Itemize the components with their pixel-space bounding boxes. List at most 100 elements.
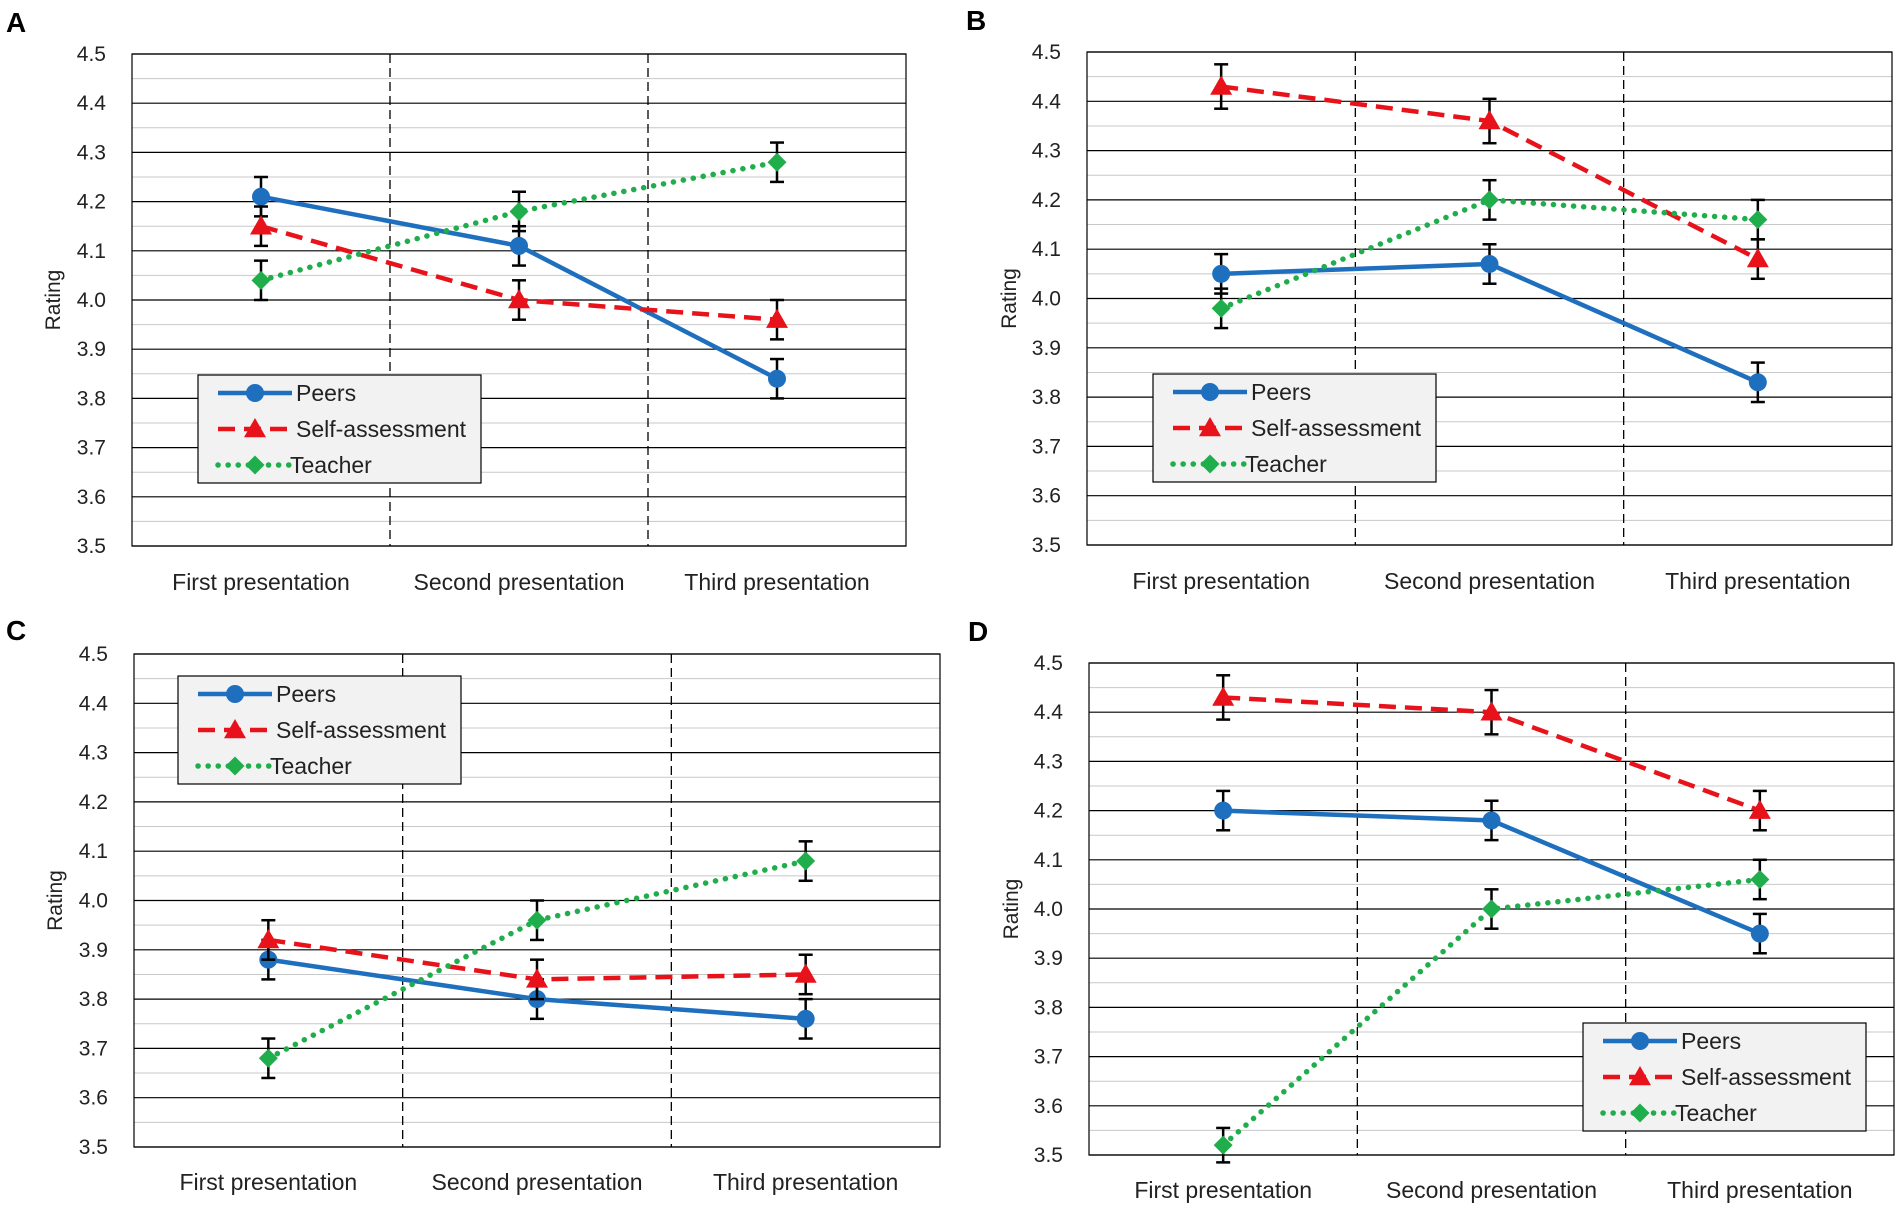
legend-label: Self-assessment [296,416,467,442]
y-tick-label: 4.2 [1034,800,1063,823]
data-point [1748,210,1768,230]
panel-letter: A [6,7,26,38]
data-point [768,369,786,388]
legend-marker [1631,1032,1649,1050]
plot-area [133,653,941,1148]
legend-item-teacher: Teacher [195,753,352,779]
y-tick-label: 3.7 [77,437,106,460]
legend-marker [246,384,264,402]
y-tick-label: 3.7 [1032,435,1061,458]
legend-marker [225,756,245,776]
x-category-label: First presentation [1132,568,1310,594]
legend-item-peers: Peers [1173,379,1311,405]
panel-letter: C [6,615,26,646]
plot-area [1088,662,1895,1156]
y-tick-label: 3.8 [1032,386,1061,409]
data-point [527,910,547,930]
y-axis-title: Rating [44,870,67,931]
legend-item-self-assessment: Self-assessment [198,717,447,743]
legend-marker [226,685,244,703]
data-point [1211,298,1231,318]
series-peers [1214,789,1769,955]
y-tick-label: 3.7 [1034,1046,1063,1069]
legend-label: Teacher [1675,1100,1757,1126]
data-point [509,201,529,221]
data-point [1212,686,1235,706]
legend-label: Teacher [1245,451,1327,477]
data-point [796,1009,815,1028]
legend-marker [224,719,246,739]
y-tick-label: 4.3 [77,141,106,164]
data-point [1750,869,1770,889]
series-teacher [1213,858,1770,1164]
data-point [526,968,548,988]
x-category-label: First presentation [179,1169,357,1195]
data-point [1482,811,1501,830]
legend-item-peers: Peers [198,681,336,707]
legend-label: Peers [296,380,356,406]
y-axis-title: Rating [1000,879,1023,940]
series-teacher [1211,178,1768,330]
x-category-label: Third presentation [684,569,869,595]
legend: Peers Self-assessment Teacher [177,675,462,785]
y-tick-label: 3.6 [79,1087,108,1110]
legend-marker [1199,417,1221,437]
legend-item-self-assessment: Self-assessment [218,416,467,442]
data-point [766,308,788,328]
data-point [1482,899,1501,919]
data-point [251,270,271,290]
y-tick-label: 4.3 [1034,750,1063,773]
y-tick-label: 3.5 [77,535,106,558]
y-tick-label: 3.9 [1032,337,1061,360]
legend-marker [1200,454,1220,474]
series-self-assessment [1212,674,1771,832]
series-self-assessment [257,918,817,1001]
data-point [1212,264,1231,283]
y-tick-label: 4.5 [1032,41,1061,64]
x-category-label: Third presentation [1665,568,1850,594]
legend-label: Self-assessment [1681,1064,1852,1090]
data-point [510,236,528,255]
series-teacher [251,141,787,302]
chart-panel-b: B 3.5 3.6 3.7 3.8 3.9 4.0 4.1 4.2 4.3 4.4 4.5 First … [966,5,1893,594]
y-tick-label: 3.9 [79,939,108,962]
legend-marker [244,418,266,438]
y-tick-label: 4.4 [1032,90,1062,113]
y-tick-label: 4.3 [1032,140,1061,163]
y-tick-label: 4.4 [79,692,109,715]
y-tick-label: 4.0 [79,890,108,913]
y-tick-label: 4.5 [1034,652,1063,675]
data-point [1750,924,1769,943]
data-point [258,1048,278,1068]
chart-panel-a: A 3.5 3.6 3.7 3.8 3.9 4.0 4.1 4.2 4.3 4.4 4.5 First … [6,7,907,595]
data-point [1478,110,1501,130]
plot-area [1086,51,1893,546]
x-category-label: Second presentation [432,1169,643,1195]
y-tick-label: 3.6 [1032,485,1061,508]
data-point [1480,190,1499,210]
y-tick-label: 3.8 [1034,996,1063,1019]
x-category-label: First presentation [172,569,350,595]
y-tick-label: 4.1 [1034,849,1063,872]
data-point [1746,248,1769,268]
legend-label: Self-assessment [1251,415,1422,441]
legend-label: Teacher [290,452,372,478]
legend-label: Peers [276,681,336,707]
y-tick-label: 4.3 [79,742,108,765]
y-tick-label: 4.0 [1034,898,1063,921]
legend: Peers Self-assessment Teacher [197,374,482,484]
y-tick-label: 4.2 [77,191,106,214]
chart-panel-d: D 3.5 3.6 3.7 3.8 3.9 4.0 4.1 4.2 4.3 4.4 4.5 First … [968,616,1895,1203]
y-tick-label: 4.4 [1034,701,1064,724]
legend: Peers Self-assessment Teacher [1582,1022,1867,1132]
legend-item-peers: Peers [218,380,356,406]
y-tick-label: 4.5 [77,43,106,66]
data-point [252,187,270,206]
y-tick-label: 3.6 [1034,1095,1063,1118]
legend-item-self-assessment: Self-assessment [1603,1064,1852,1090]
legend-label: Teacher [270,753,352,779]
series-teacher [258,840,816,1080]
legend-marker [1201,383,1219,401]
x-category-label: First presentation [1134,1177,1312,1203]
